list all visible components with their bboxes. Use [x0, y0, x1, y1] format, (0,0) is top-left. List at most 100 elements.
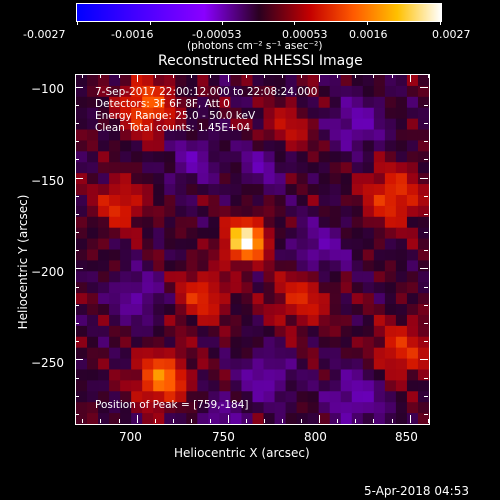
heatmap-cell — [175, 118, 187, 131]
colorbar-tick-2 — [222, 21, 223, 25]
heatmap-cell — [98, 96, 110, 109]
x-minor-tick — [100, 419, 102, 423]
y-minor-tick — [75, 341, 79, 343]
heatmap-cell — [362, 227, 375, 240]
heatmap-cell — [318, 271, 331, 283]
heatmap-cell — [285, 413, 298, 424]
x-tick-label-2: 800 — [304, 430, 327, 444]
heatmap-cell — [373, 227, 386, 240]
heatmap-cell — [417, 314, 429, 327]
y-minor-tick-right — [424, 395, 428, 397]
heatmap-cell — [208, 413, 221, 424]
heatmap-cell — [120, 140, 132, 152]
heatmap-cell — [98, 194, 110, 207]
heatmap-cell — [274, 391, 287, 403]
heatmap-cell — [285, 260, 298, 272]
heatmap-cell — [120, 413, 132, 424]
heatmap-cell — [175, 205, 187, 218]
heatmap-cell — [318, 391, 331, 403]
colorbar-tick-4 — [367, 21, 368, 25]
heatmap-cell — [340, 304, 353, 316]
heatmap-cell — [241, 140, 254, 152]
heatmap-cell — [395, 293, 408, 305]
heatmap-cell — [230, 325, 243, 338]
heatmap-cell — [197, 369, 209, 381]
heatmap-cell — [230, 304, 243, 316]
heatmap-cell — [263, 271, 276, 283]
heatmap-cell — [296, 162, 309, 174]
heatmap-cell — [351, 336, 364, 349]
heatmap-cell — [153, 282, 165, 294]
heatmap-cell — [109, 325, 121, 338]
heatmap-cell — [131, 249, 143, 262]
heatmap-cell — [307, 260, 320, 272]
heatmap-cell — [329, 402, 342, 414]
heatmap-cell — [307, 304, 320, 316]
heatmap-cell — [417, 85, 429, 98]
heatmap-cell — [186, 129, 198, 142]
heatmap-cell — [395, 140, 408, 152]
x-minor-tick — [355, 419, 357, 423]
heatmap-cell — [131, 293, 143, 305]
heatmap-cell — [362, 369, 375, 381]
heatmap-cell — [384, 140, 397, 152]
heatmap-cell — [241, 96, 254, 109]
heatmap-cell — [274, 118, 287, 131]
heatmap-cell — [76, 293, 88, 305]
heatmap-cell — [164, 162, 176, 174]
y-minor-tick-right — [424, 232, 428, 234]
heatmap-cell — [87, 380, 99, 392]
heatmap-cell — [351, 238, 364, 251]
heatmap-cell — [76, 216, 88, 229]
heatmap-cell — [230, 107, 243, 120]
heatmap-cell — [153, 140, 165, 152]
heatmap-cell — [274, 260, 287, 272]
annotation-energy-range: Energy Range: 25.0 - 50.0 keV — [95, 110, 256, 122]
heatmap-cell — [263, 107, 276, 120]
heatmap-cell — [362, 391, 375, 403]
heatmap-cell — [186, 314, 198, 327]
heatmap-cell — [340, 238, 353, 251]
heatmap-cell — [219, 205, 232, 218]
heatmap-cell — [406, 314, 419, 327]
annotation-clean-counts: Clean Total counts: 1.45E+04 — [95, 122, 251, 134]
heatmap-cell — [164, 314, 176, 327]
heatmap-cell — [362, 173, 375, 185]
heatmap-cell — [252, 238, 265, 251]
heatmap-cell — [109, 96, 121, 109]
heatmap-cell — [362, 85, 375, 98]
heatmap-cell — [395, 369, 408, 381]
heatmap-cell — [98, 249, 110, 262]
heatmap-cell — [252, 85, 265, 98]
heatmap-cell — [263, 336, 276, 349]
heatmap-cell — [351, 369, 364, 381]
heatmap-cell — [351, 249, 364, 262]
heatmap-cell — [153, 227, 165, 240]
x-minor-tick-top — [100, 74, 102, 78]
heatmap-cell — [307, 282, 320, 294]
heatmap-cell — [263, 347, 276, 360]
heatmap-cell — [241, 249, 254, 262]
heatmap-cell — [384, 205, 397, 218]
heatmap-cell — [153, 314, 165, 327]
heatmap-cell — [285, 293, 298, 305]
heatmap-cell — [329, 118, 342, 131]
heatmap-cell — [417, 336, 429, 349]
heatmap-cell — [351, 391, 364, 403]
heatmap-cell — [384, 129, 397, 142]
heatmap-cell — [373, 380, 386, 392]
y-minor-tick-right — [424, 341, 428, 343]
heatmap-cell — [373, 216, 386, 229]
heatmap-cell — [373, 260, 386, 272]
heatmap-cell — [98, 347, 110, 360]
heatmap-cell — [340, 194, 353, 207]
heatmap-cell — [263, 260, 276, 272]
heatmap-cell — [131, 260, 143, 272]
heatmap-cell — [153, 151, 165, 163]
heatmap-cell — [252, 380, 265, 392]
heatmap-cell — [252, 402, 265, 414]
y-minor-tick-right — [424, 195, 428, 197]
heatmap-cell — [318, 336, 331, 349]
heatmap-cell — [307, 391, 320, 403]
heatmap-cell — [406, 380, 419, 392]
